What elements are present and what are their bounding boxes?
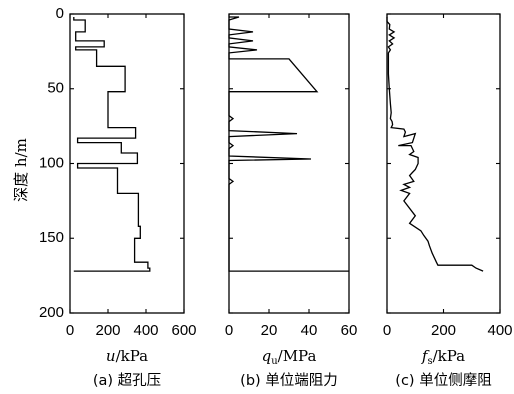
x-tick-label: 200 bbox=[95, 322, 120, 339]
x-axis-label: fs/kPa bbox=[421, 347, 465, 367]
depth-tick-labels: 0 50 100 150 200 bbox=[39, 5, 64, 321]
x-axis-label: u/kPa bbox=[106, 347, 148, 365]
plot-frame bbox=[386, 13, 501, 314]
depth-tick-label: 50 bbox=[47, 80, 64, 97]
x-axis-label: qu/MPa bbox=[262, 347, 317, 367]
x-tick-label: 0 bbox=[66, 322, 74, 339]
depth-axis-label: 深度 h/m bbox=[12, 138, 30, 202]
x-tick-label: 200 bbox=[431, 322, 456, 339]
x-tick-label: 0 bbox=[225, 322, 233, 339]
x-tick-label: 400 bbox=[133, 322, 158, 339]
panel-b: 0 20 40 60 qu/MPa (b) 单位端阻力 bbox=[225, 13, 358, 389]
x-tick-label: 600 bbox=[171, 322, 196, 339]
x-tick-label: 400 bbox=[487, 322, 512, 339]
x-tick-label: 0 bbox=[383, 322, 391, 339]
series-line bbox=[228, 16, 349, 272]
series-line bbox=[73, 17, 151, 272]
x-tick-label: 60 bbox=[341, 322, 358, 339]
panel-caption: (b) 单位端阻力 bbox=[240, 372, 338, 389]
series-line bbox=[386, 17, 484, 272]
depth-tick-label: 100 bbox=[39, 154, 64, 171]
depth-tick-label: 150 bbox=[39, 229, 64, 246]
x-tick-label: 20 bbox=[261, 322, 278, 339]
depth-axis-label-text: 深度 h/m bbox=[12, 138, 30, 202]
x-tick-label: 40 bbox=[301, 322, 318, 339]
depth-tick-label: 200 bbox=[39, 304, 64, 321]
panel-caption: (c) 单位侧摩阻 bbox=[395, 371, 491, 389]
panel-c: 0 200 400 fs/kPa (c) 单位侧摩阻 bbox=[383, 13, 513, 389]
panel-a: 0 200 400 600 u/kPa (a) 超孔压 bbox=[66, 13, 197, 389]
depth-tick-label: 0 bbox=[56, 5, 64, 22]
panel-caption: (a) 超孔压 bbox=[93, 372, 161, 389]
